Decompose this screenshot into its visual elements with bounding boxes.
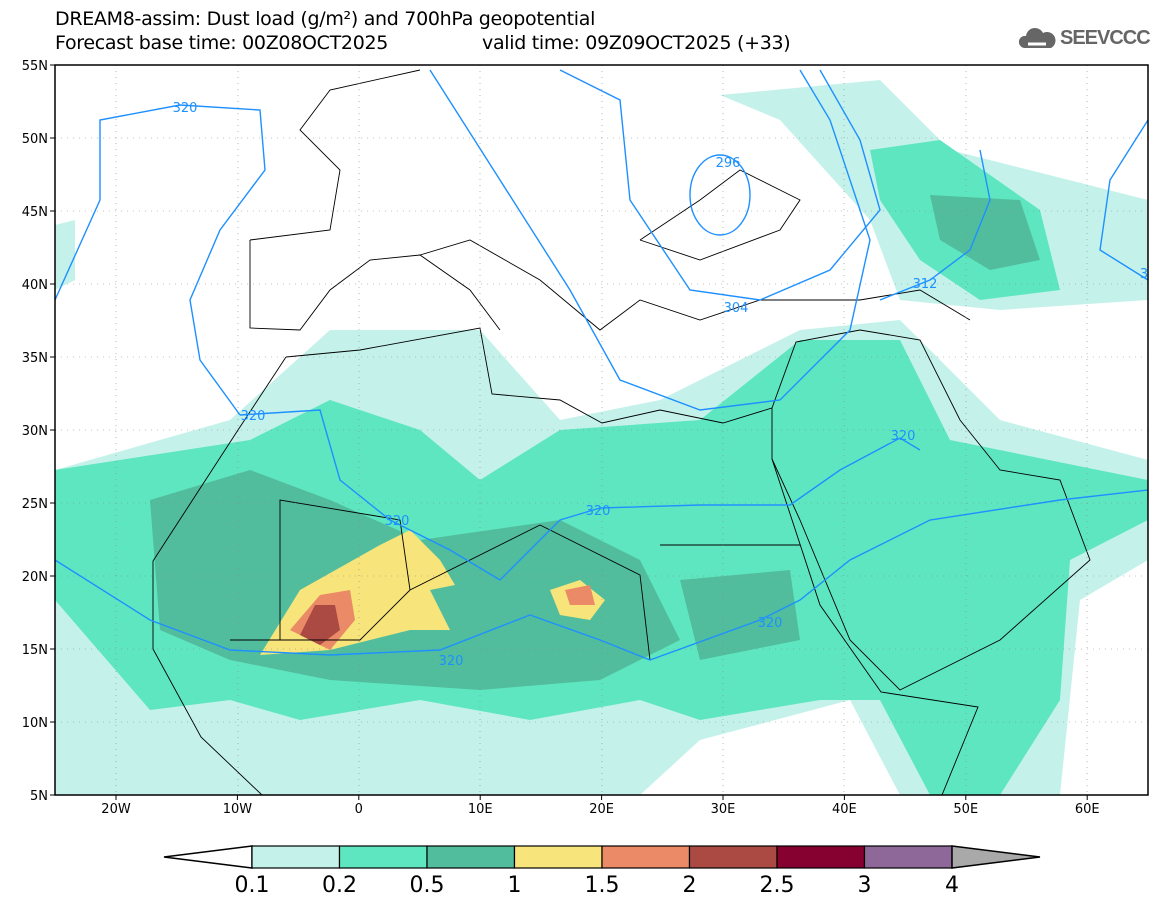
colorbar-label: 2 — [683, 873, 697, 898]
latitude-labels: 55N 50N 45N 40N 35N 30N 25N 20N 15N 10N 5N — [22, 59, 55, 804]
contour-label: 296 — [716, 156, 741, 171]
lon-label: 50E — [953, 802, 978, 817]
contour-label: 320 — [758, 616, 783, 631]
contour-label: 320 — [586, 504, 611, 519]
lat-label: 10N — [22, 716, 48, 731]
colorbar-label: 4 — [945, 873, 959, 898]
logo-text: SEEVCCC — [1060, 26, 1151, 49]
lon-label: 60E — [1075, 802, 1100, 817]
contour-label: 320 — [385, 514, 410, 529]
lat-label: 20N — [22, 570, 48, 585]
colorbar-swatch — [338, 845, 428, 869]
lon-label: 20E — [589, 802, 614, 817]
grid — [55, 65, 1148, 795]
base-time: Forecast base time: 00Z08OCT2025 — [55, 32, 389, 54]
lat-label: 45N — [22, 205, 48, 220]
lat-label: 30N — [22, 424, 48, 439]
geopotential-contours — [55, 69, 1148, 661]
lon-label: 20W — [101, 802, 131, 817]
colorbar-label: 0.2 — [322, 873, 357, 898]
colorbar-swatch — [688, 845, 778, 869]
colorbar-label: 2.5 — [760, 873, 795, 898]
colorbar-swatch — [251, 845, 341, 869]
dust-2 — [300, 605, 340, 645]
lat-label: 55N — [22, 59, 48, 74]
cloud-icon — [1018, 28, 1056, 48]
colorbar-label: 0.1 — [235, 873, 270, 898]
contour-label: 320 — [439, 654, 464, 669]
colorbar-swatch — [776, 845, 866, 869]
colorbar: 0.1 0.2 0.5 1 1.5 2 2.5 3 4 — [163, 845, 1041, 898]
lat-label: 40N — [22, 278, 48, 293]
longitude-labels: 20W 10W 0 10E 20E 30E 40E 50E 60E — [101, 795, 1100, 817]
colorbar-swatch — [426, 845, 516, 869]
lon-label: 0 — [355, 802, 363, 817]
dust-field — [55, 80, 1148, 795]
lat-label: 15N — [22, 643, 48, 658]
contour-label: 304 — [724, 301, 749, 316]
valid-time: valid time: 09Z09OCT2025 (+33) — [482, 32, 791, 54]
colorbar-label: 3 — [858, 873, 872, 898]
coastlines — [152, 69, 1091, 795]
colorbar-over-arrow — [951, 845, 1041, 869]
lat-label: 25N — [22, 497, 48, 512]
colorbar-under-arrow — [163, 845, 253, 869]
lat-label: 35N — [22, 351, 48, 366]
contour-label: 320 — [891, 429, 916, 444]
lon-label: 40E — [832, 802, 857, 817]
map-title: DREAM8-assim: Dust load (g/m²) and 700hP… — [55, 8, 596, 30]
contour-label: 320 — [241, 409, 266, 424]
contour-label: 3 — [1140, 267, 1148, 282]
colorbar-swatch — [863, 845, 953, 869]
seevccc-logo: SEEVCCC — [1018, 26, 1151, 50]
colorbar-swatch — [513, 845, 603, 869]
colorbar-label: 1 — [508, 873, 522, 898]
lat-label: 5N — [30, 789, 48, 804]
lat-label: 50N — [22, 132, 48, 147]
lon-label: 10W — [223, 802, 253, 817]
colorbar-label: 1.5 — [585, 873, 620, 898]
colorbar-swatch — [601, 845, 691, 869]
contour-label: 312 — [913, 277, 938, 292]
contour-labels: 320 320 320 320 320 320 320 296 304 312 … — [173, 101, 1148, 669]
contour-label: 320 — [173, 101, 198, 116]
lon-label: 30E — [711, 802, 736, 817]
colorbar-label: 0.5 — [410, 873, 445, 898]
lon-label: 10E — [468, 802, 493, 817]
